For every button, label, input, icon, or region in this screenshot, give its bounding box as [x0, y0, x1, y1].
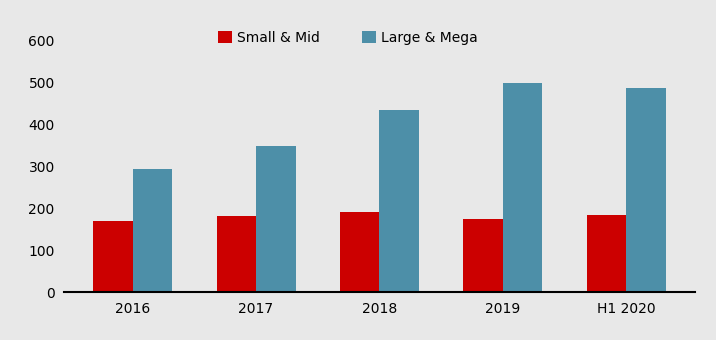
Bar [93, 221, 132, 292]
Bar [587, 215, 626, 292]
Bar [379, 110, 419, 292]
Bar [626, 88, 666, 292]
Bar [340, 212, 379, 292]
Bar [503, 83, 543, 292]
Legend: Small & Mid, Large & Mega: Small & Mid, Large & Mega [218, 31, 478, 45]
Bar [132, 169, 172, 292]
Bar [463, 219, 503, 292]
Bar [256, 146, 296, 292]
Bar [216, 216, 256, 292]
